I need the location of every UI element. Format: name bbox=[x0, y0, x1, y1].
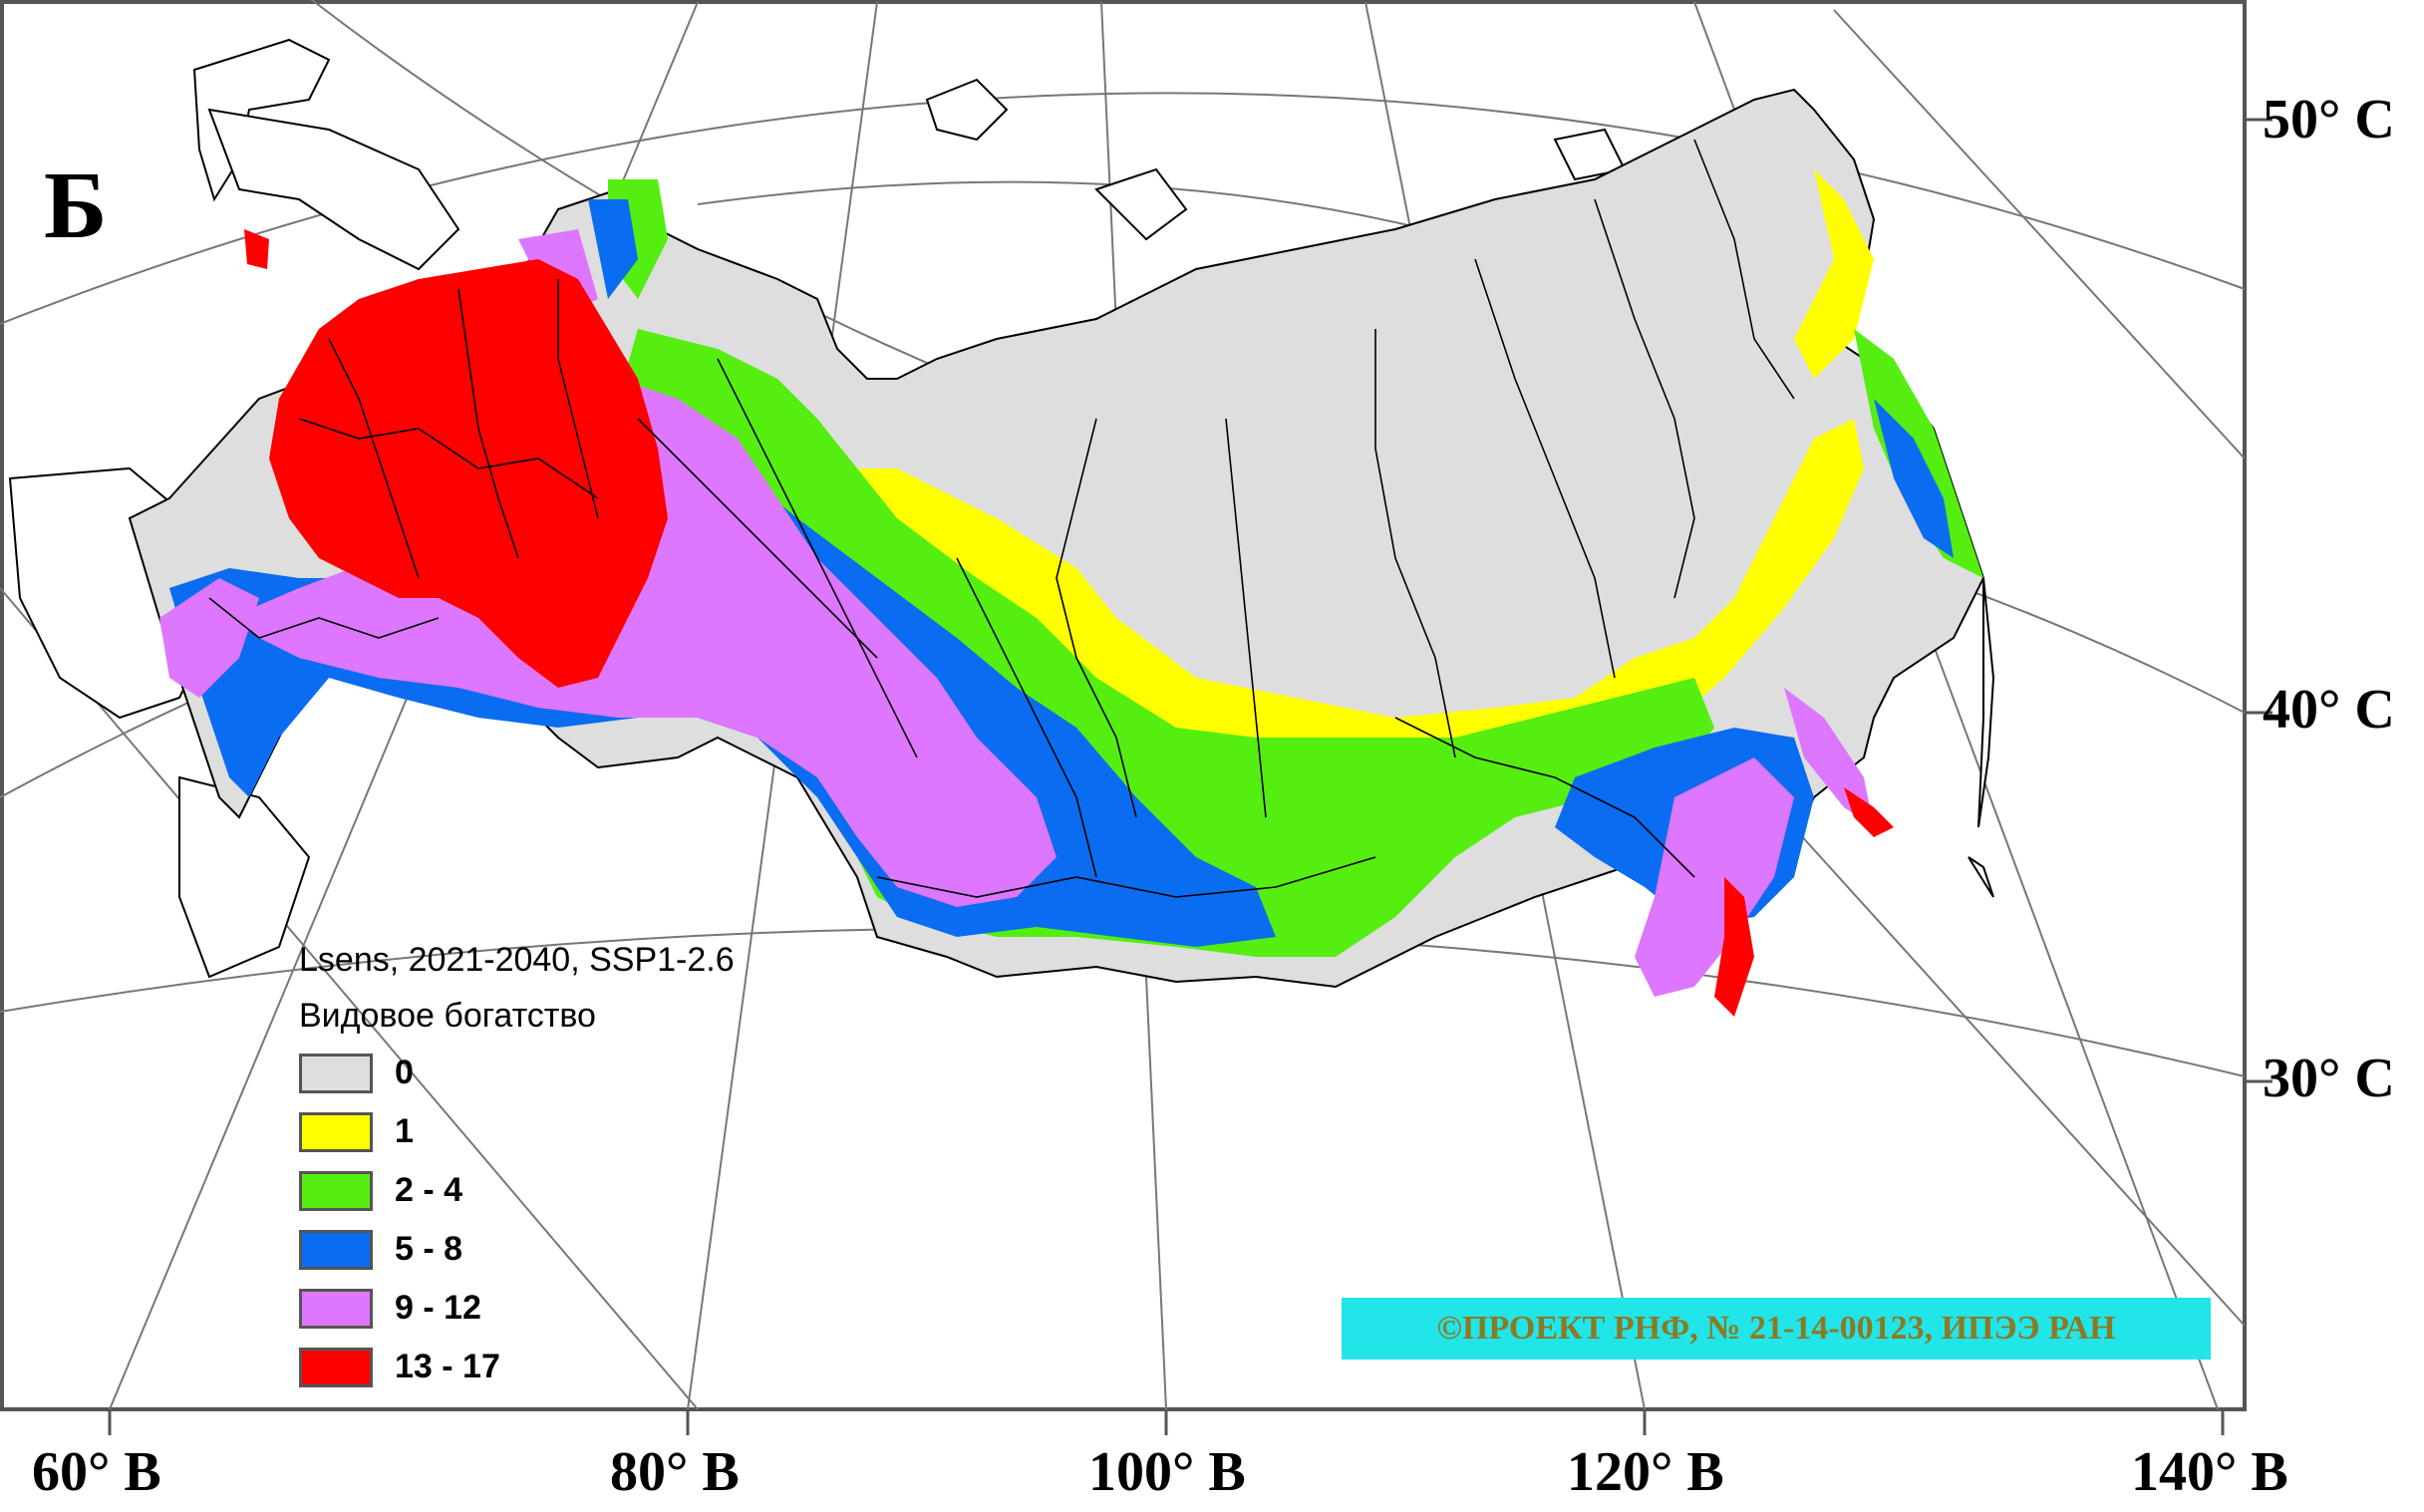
latitude-label-40: 40° С bbox=[2263, 679, 2395, 741]
legend-label: 9 - 12 bbox=[395, 1289, 481, 1327]
legend-scenario-title: Lsens, 2021-2040, SSP1-2.6 bbox=[299, 941, 735, 979]
legend-swatch bbox=[299, 1053, 373, 1093]
sakhalin bbox=[1977, 577, 1995, 828]
class-9-12-west bbox=[159, 578, 259, 698]
arctic-islands bbox=[925, 78, 1009, 142]
longitude-label-80: 80° В bbox=[610, 1441, 740, 1503]
longitude-label-140: 140° В bbox=[2131, 1441, 2288, 1503]
latitude-label-50: 50° С bbox=[2263, 89, 2395, 151]
legend-swatch bbox=[299, 1170, 373, 1211]
taymyr-islands bbox=[1094, 167, 1188, 241]
legend-item-0: 0 bbox=[299, 1044, 735, 1102]
scandinavia bbox=[207, 108, 460, 271]
tick-marks bbox=[108, 118, 2272, 1435]
legend-label: 5 - 8 bbox=[395, 1230, 463, 1268]
class-13-17-zone bbox=[269, 259, 668, 688]
legend-item-2-4: 2 - 4 bbox=[299, 1161, 735, 1220]
legend-item-13-17: 13 - 17 bbox=[299, 1338, 735, 1396]
latitude-label-30: 30° С bbox=[2263, 1048, 2395, 1109]
legend-item-5-8: 5 - 8 bbox=[299, 1220, 735, 1279]
longitude-label-60: 60° В bbox=[32, 1441, 161, 1503]
region-boundaries bbox=[208, 139, 1795, 898]
legend: Lsens, 2021-2040, SSP1-2.6 Видовое богат… bbox=[299, 932, 735, 1396]
legend-swatch bbox=[299, 1347, 373, 1387]
legend-label: 1 bbox=[395, 1112, 414, 1150]
class-5-8-kamchatka bbox=[1874, 399, 1954, 558]
class-9-12-far-east bbox=[1635, 757, 1794, 997]
legend-label: 13 - 17 bbox=[395, 1348, 500, 1385]
class-9-12-zone bbox=[229, 379, 1057, 907]
legend-swatch bbox=[299, 1111, 373, 1152]
legend-item-1: 1 bbox=[299, 1102, 735, 1161]
kuril-islands bbox=[1968, 856, 1994, 898]
class-5-8-north bbox=[588, 199, 638, 299]
legend-label: 2 - 4 bbox=[395, 1171, 463, 1209]
class-13-17-scandinavia bbox=[244, 229, 269, 269]
map-frame bbox=[0, 0, 2247, 1411]
longitude-label-120: 120° В bbox=[1567, 1441, 1724, 1503]
longitude-label-100: 100° В bbox=[1088, 1441, 1246, 1503]
species-richness-map bbox=[128, 88, 1985, 1017]
credit-banner: ©ПРОЕКТ РНФ, № 21-14-00123, ИПЭЭ РАН bbox=[1342, 1298, 2211, 1360]
caucasus-region bbox=[178, 775, 311, 979]
legend-swatch bbox=[299, 1288, 373, 1329]
credit-text: ©ПРОЕКТ РНФ, № 21-14-00123, ИПЭЭ РАН bbox=[1436, 1310, 2116, 1347]
legend-label: 0 bbox=[395, 1054, 414, 1091]
class-13-17-sakhalin bbox=[1844, 787, 1894, 837]
class-13-17-south-island bbox=[1714, 877, 1754, 1017]
panel-letter: Б bbox=[44, 151, 108, 258]
legend-item-9-12: 9 - 12 bbox=[299, 1279, 735, 1338]
legend-variable-title: Видовое богатство bbox=[299, 997, 596, 1035]
legend-swatch bbox=[299, 1229, 373, 1270]
class-1-east-strip bbox=[1794, 169, 1874, 379]
